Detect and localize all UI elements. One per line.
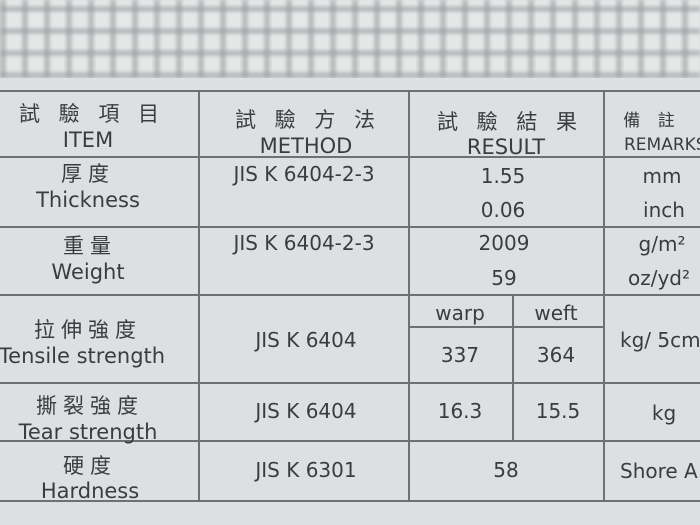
rule	[603, 90, 605, 502]
subhead: warp	[435, 301, 485, 325]
method: JIS K 6404	[255, 399, 357, 423]
rule	[0, 90, 700, 92]
rule	[512, 294, 514, 440]
rule	[0, 294, 700, 296]
result: 2009	[478, 231, 530, 255]
method: JIS K 6404-2-3	[233, 231, 375, 255]
result: 58	[493, 458, 519, 482]
remark: kg/ 5cm	[620, 328, 700, 352]
item-zh: 重量	[63, 234, 117, 258]
remark: kg	[651, 401, 677, 425]
result: 16.3	[437, 399, 483, 423]
header-zh: 試 驗 項 目	[18, 102, 166, 126]
header-zh: 備 註	[623, 111, 681, 131]
result: 0.06	[480, 198, 526, 222]
subhead: weft	[534, 301, 578, 325]
result: 364	[536, 343, 576, 367]
rule	[408, 326, 604, 328]
paper: 試 驗 項 目 ITEM 試 驗 方 法 METHOD 試 驗 結 果 RESU…	[0, 78, 700, 525]
method: JIS K 6404-2-3	[233, 162, 375, 186]
item-zh: 撕裂強度	[36, 394, 144, 418]
rule	[0, 500, 700, 502]
item-en: Tear strength	[18, 420, 158, 444]
method: JIS K 6404	[255, 328, 357, 352]
rule	[0, 440, 700, 442]
result: 337	[440, 343, 480, 367]
item-en: Tensile strength	[0, 344, 166, 368]
rule	[0, 156, 700, 158]
result: 15.5	[535, 399, 581, 423]
header-en: ITEM	[62, 128, 114, 152]
rule	[408, 90, 410, 502]
method: JIS K 6301	[255, 458, 357, 482]
item-zh: 厚度	[61, 162, 115, 186]
rule	[0, 226, 700, 228]
rule	[0, 382, 700, 384]
remark: g/m²	[638, 232, 686, 256]
item-zh: 硬度	[63, 454, 117, 478]
item-en: Weight	[51, 260, 125, 284]
item-zh: 拉伸強度	[34, 318, 142, 342]
result: 1.55	[480, 164, 526, 188]
rule	[198, 90, 200, 502]
header-zh: 試 驗 結 果	[436, 110, 584, 134]
remark: inch	[643, 198, 685, 222]
item-en: Hardness	[40, 479, 140, 503]
remark: mm	[642, 164, 682, 188]
mesh-background	[0, 0, 700, 78]
item-en: Thickness	[36, 188, 140, 212]
header-en: METHOD	[259, 134, 353, 158]
remark: Shore A	[620, 459, 698, 483]
remark: oz/yd²	[628, 266, 691, 290]
result: 59	[491, 266, 517, 290]
header-en: REMARKS	[624, 135, 700, 155]
header-en: RESULT	[466, 135, 546, 159]
header-zh: 試 驗 方 法	[234, 108, 382, 132]
